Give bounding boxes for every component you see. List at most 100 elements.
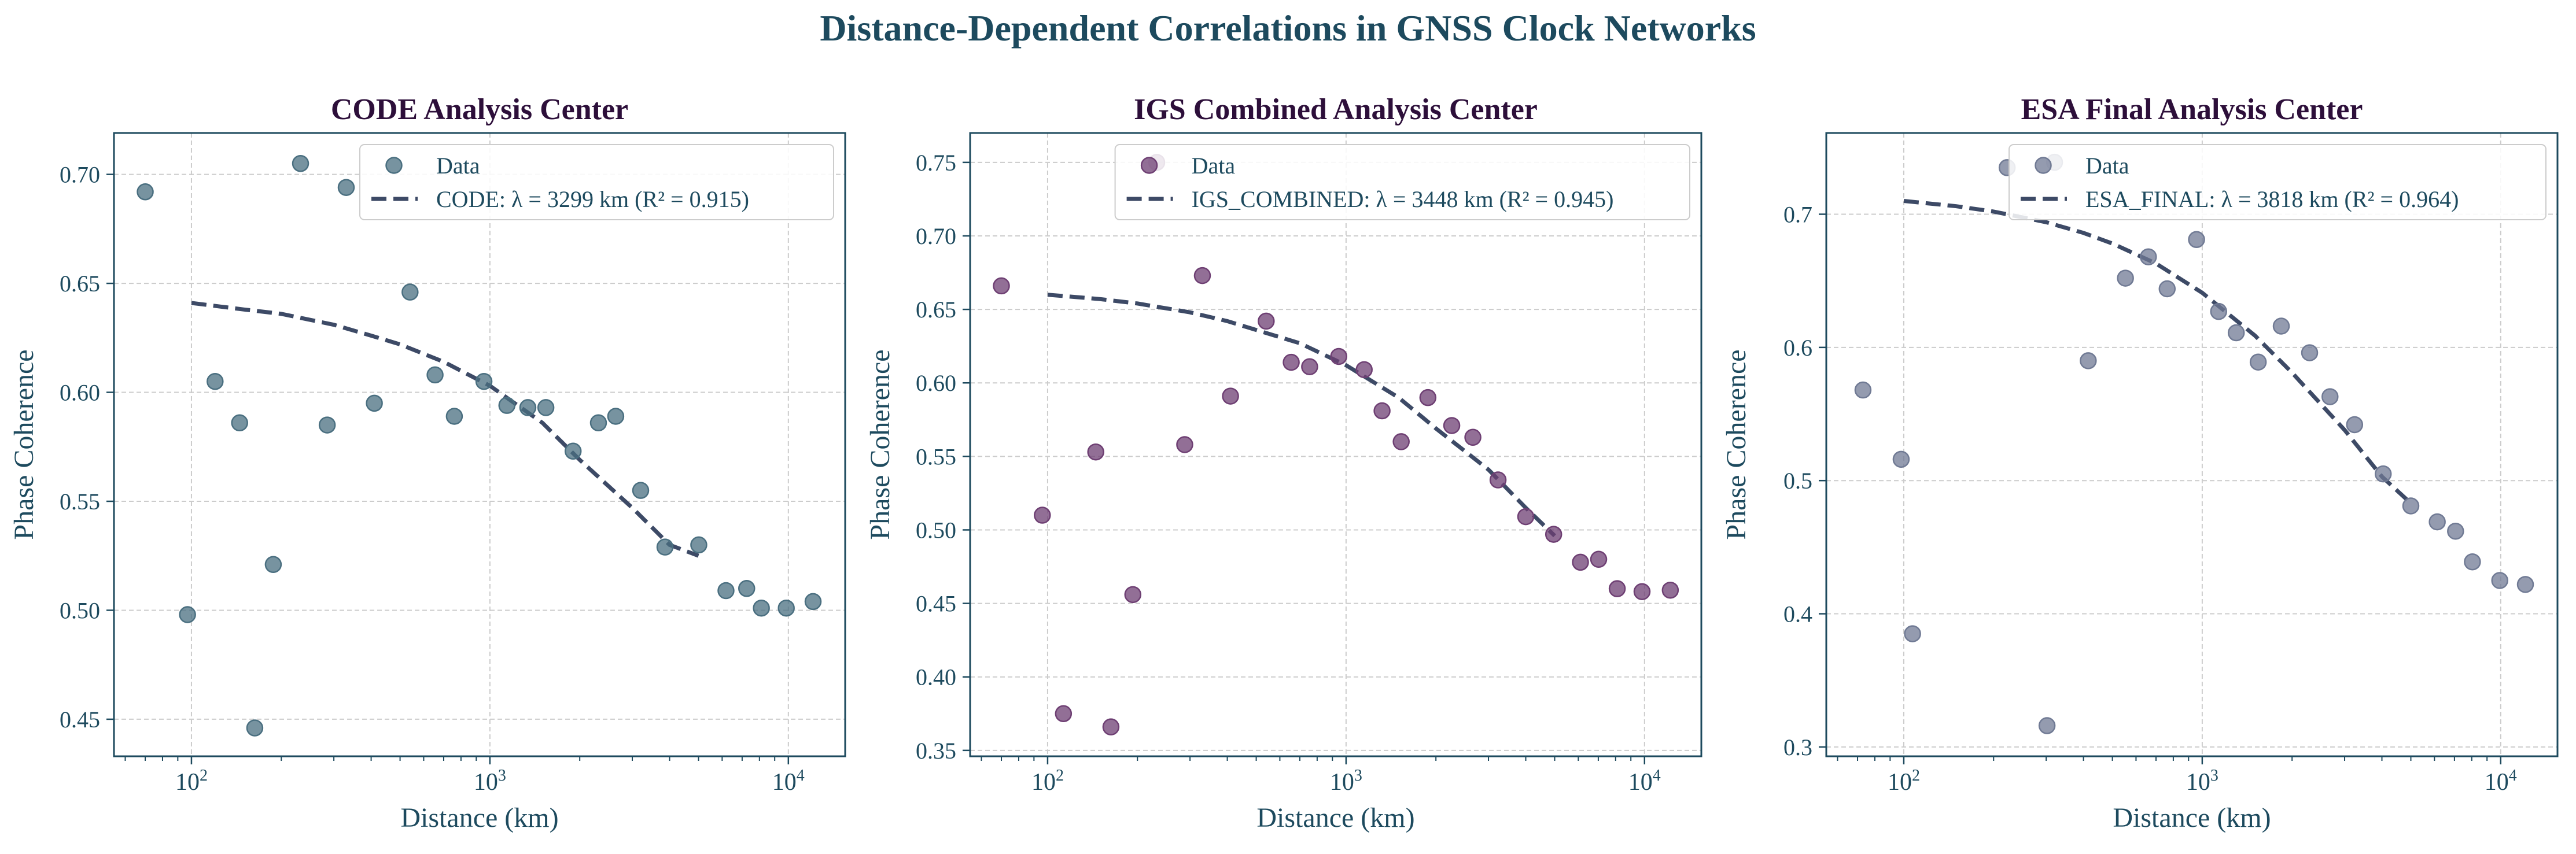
y-tick-label: 0.70	[60, 162, 100, 188]
data-point	[1176, 436, 1193, 453]
figure-title: Distance-Dependent Correlations in GNSS …	[820, 8, 1756, 49]
data-point	[1489, 471, 1507, 489]
data-point	[1545, 526, 1562, 543]
data-point	[1355, 361, 1373, 379]
y-tick-label: 0.75	[916, 150, 956, 176]
legend-marker-data	[2035, 157, 2052, 174]
axes-frame	[113, 132, 846, 757]
y-tick-label: 0.4	[1783, 601, 1812, 627]
legend: Data CODE: λ = 3299 km (R² = 0.915)	[359, 144, 834, 220]
data-point	[2272, 317, 2290, 335]
subplot-title: IGS Combined Analysis Center	[1134, 93, 1538, 126]
fit-line	[1047, 293, 1556, 538]
y-tick-label: 0.55	[60, 489, 100, 515]
data-point	[1892, 450, 1910, 468]
data-point	[207, 372, 224, 390]
fit-line	[1903, 199, 2412, 505]
y-tick-label: 0.60	[60, 380, 100, 406]
data-point	[2516, 576, 2534, 593]
data-point	[690, 536, 707, 554]
data-point	[2210, 302, 2228, 320]
legend: Data IGS_COMBINED: λ = 3448 km (R² = 0.94…	[1114, 144, 1690, 220]
data-point	[179, 606, 196, 623]
x-axis-label: Distance (km)	[400, 803, 558, 833]
x-tick-label: 103	[1330, 767, 1362, 796]
data-point	[426, 366, 444, 384]
data-point	[1034, 507, 1051, 524]
data-point	[589, 414, 607, 432]
data-point	[2346, 416, 2364, 434]
grid	[970, 133, 1701, 756]
data-point	[1392, 433, 1410, 450]
data-point	[401, 283, 419, 301]
data-point	[1419, 389, 1437, 406]
data-point	[1222, 387, 1239, 405]
data-point	[2301, 344, 2319, 361]
y-tick-label: 0.45	[916, 591, 956, 617]
y-tick-label: 0.50	[916, 517, 956, 543]
data-point	[2428, 513, 2446, 531]
y-tick-label: 0.55	[916, 443, 956, 469]
y-tick-label: 0.40	[916, 664, 956, 690]
data-point	[1633, 583, 1651, 600]
y-tick-label: 0.6	[1783, 335, 1812, 361]
chart-panel-1: 0.45 0.50 0.55 0.60 0.65 0.70 102 103 104 CODE An…	[9, 93, 846, 833]
data-point	[753, 599, 770, 617]
data-point	[366, 394, 383, 412]
axes-frame	[1825, 132, 2559, 757]
data-point	[1373, 402, 1391, 420]
data-point	[498, 397, 515, 414]
data-point	[1258, 312, 1275, 330]
data-point	[993, 277, 1010, 295]
data-point	[2249, 353, 2267, 371]
fit-line	[191, 301, 699, 558]
legend-label-fit: CODE: λ = 3299 km (R² = 0.915)	[436, 186, 749, 212]
data-point	[777, 599, 795, 617]
y-tick-label: 0.3	[1783, 734, 1812, 760]
legend-label-fit: ESA_FINAL: λ = 3818 km (R² = 0.964)	[2085, 186, 2459, 212]
x-tick-label: 102	[1888, 767, 1920, 796]
data-point	[1517, 508, 1535, 526]
data-point	[1283, 353, 1300, 371]
data-point	[1102, 718, 1120, 735]
axes-frame	[969, 132, 1702, 757]
chart-panel-3: 0.3 0.4 0.5 0.6 0.7 102 103 104 ESA Final Analys…	[1721, 93, 2559, 833]
data-point	[656, 538, 674, 556]
data-point	[717, 582, 735, 600]
legend-box	[1114, 144, 1690, 220]
data-point	[246, 719, 264, 737]
legend-box	[2009, 144, 2546, 220]
data-point	[2491, 572, 2508, 589]
data-point	[475, 372, 493, 390]
data-point	[264, 556, 282, 574]
x-tick-label: 104	[772, 767, 805, 796]
data-point	[1904, 625, 1921, 642]
y-tick-label: 0.50	[60, 597, 100, 623]
data-point	[2158, 280, 2176, 298]
data-point	[1193, 267, 1211, 284]
y-tick-label: 0.5	[1783, 468, 1812, 494]
x-axis-label: Distance (km)	[1256, 803, 1414, 833]
data-point	[607, 408, 625, 425]
y-tick-label: 0.60	[916, 370, 956, 396]
data-point	[632, 482, 650, 499]
data-point	[1301, 358, 1318, 375]
data-point	[1464, 428, 1482, 446]
data-point	[1055, 705, 1073, 723]
data-point	[2188, 231, 2205, 249]
data-point	[738, 580, 756, 597]
legend-label-fit: IGS_COMBINED: λ = 3448 km (R² = 0.945)	[1192, 186, 1614, 212]
legend: Data ESA_FINAL: λ = 3818 km (R² = 0.964)	[2009, 144, 2546, 220]
legend-marker-data	[1140, 157, 1158, 174]
x-tick-label: 103	[2186, 767, 2218, 796]
data-point	[137, 183, 154, 201]
data-point	[1087, 443, 1104, 461]
data-point	[1443, 417, 1461, 434]
data-point	[292, 155, 309, 172]
data-point	[2374, 465, 2392, 483]
y-axis-label: Phase Coherence	[9, 349, 39, 539]
data-point	[804, 593, 822, 611]
data-point	[1124, 586, 1142, 604]
